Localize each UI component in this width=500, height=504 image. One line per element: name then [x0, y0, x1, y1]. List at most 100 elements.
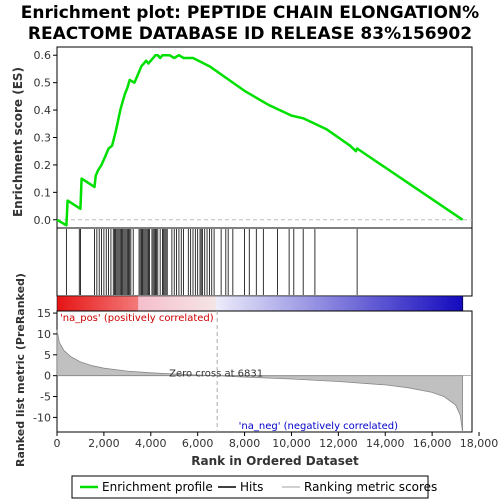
color-bar-segment [330, 296, 335, 311]
color-bar-segment [364, 296, 369, 311]
color-bar-segment [121, 296, 126, 311]
color-bar-segment [398, 296, 403, 311]
color-bar-segment [104, 296, 109, 311]
color-bar-segment [198, 296, 203, 311]
x-tick-label: 8,000 [229, 437, 261, 450]
color-bar-segment [422, 296, 426, 311]
color-bar-segment [236, 296, 241, 311]
color-bar-segment [445, 296, 450, 311]
legend: Enrichment profile Hits Ranking metric sco… [71, 475, 437, 499]
color-bar-segment [300, 296, 305, 311]
color-bar-segment [77, 296, 82, 311]
chart-title-line-2: REACTOME DATABASE ID RELEASE 83%156902 [28, 24, 472, 44]
color-bar-segment [381, 296, 386, 311]
es-y-tick-label: 0.4 [34, 104, 52, 117]
color-bar-segment [327, 296, 332, 311]
x-tick-label: 18,000 [460, 437, 499, 450]
color-bar-segment [226, 296, 230, 311]
es-y-tick-label: 0.5 [34, 77, 52, 90]
color-bar-segment [320, 296, 325, 311]
x-tick-label: 4,000 [135, 437, 167, 450]
color-bar-segment [178, 296, 183, 311]
color-bar-segment [347, 296, 352, 311]
rank-color-bar [56, 295, 464, 312]
negative-label: 'na_neg' (negatively correlated) [239, 421, 398, 432]
color-bar-segment [438, 296, 443, 311]
color-bar-segment [425, 296, 430, 311]
color-bar-segment [232, 296, 237, 311]
color-bar-segment [395, 296, 399, 311]
color-bar-segment [411, 296, 416, 311]
color-bar-segment [351, 296, 355, 311]
color-bar-segment [138, 296, 143, 311]
color-bar-segment [87, 296, 92, 311]
color-bar-segment [263, 296, 268, 311]
color-bar-segment [290, 296, 295, 311]
color-bar-segment [205, 296, 210, 311]
color-bar-segment [80, 296, 85, 311]
ranked-y-axis-label: Ranked list metric (PreRanked) [14, 273, 27, 467]
color-bar-segment [73, 296, 78, 311]
enrichment-profile-line [56, 53, 464, 227]
color-bar-segment [253, 296, 257, 311]
color-bar-segment [175, 296, 180, 311]
es-panel: 0.0 0.1 0.2 0.3 0.4 0.5 0.6 [34, 46, 473, 229]
color-bar-segment [127, 296, 132, 311]
color-bar-segment [367, 296, 372, 311]
color-bar-segment [388, 296, 393, 311]
color-bar-segment [405, 296, 410, 311]
color-bar-segment [307, 296, 312, 311]
color-bar-segment [165, 296, 170, 311]
color-bar-segment [209, 296, 213, 311]
color-bar-segment [107, 296, 112, 311]
ranked-y-tick-label: -10 [33, 411, 51, 424]
x-tick-label: 14,000 [366, 437, 405, 450]
color-bar-segment [212, 296, 217, 311]
color-bar-segment [100, 296, 105, 311]
color-bar-segment [371, 296, 376, 311]
color-bar-segment [185, 296, 190, 311]
color-bar-segment [219, 296, 224, 311]
color-bar-segment [391, 296, 396, 311]
color-bar-segment [293, 296, 298, 311]
color-bar-segment [239, 296, 244, 311]
color-bar-segment [310, 296, 315, 311]
color-bar-segment [259, 296, 264, 311]
color-bar-segment [324, 296, 328, 311]
es-y-tick-label: 0.3 [34, 132, 52, 145]
x-axis: 0 2,000 4,000 6,000 8,000 10,000 12,000 14,000 1… [54, 432, 499, 450]
color-bar-segment [192, 296, 197, 311]
color-bar-segment [222, 296, 227, 311]
color-bar-segment [459, 296, 464, 311]
color-bar-segment [357, 296, 362, 311]
ranked-y-tick-label: -5 [40, 391, 51, 404]
color-bar-segment [283, 296, 288, 311]
color-bar-segment [155, 296, 159, 311]
color-bar-segment [452, 296, 457, 311]
color-bar-segment [286, 296, 291, 311]
color-bar-segment [256, 296, 261, 311]
color-bar-segment [313, 296, 318, 311]
legend-item-label: Ranking metric scores [304, 480, 437, 494]
color-bar-segment [158, 296, 163, 311]
color-bar-segment [249, 296, 254, 311]
color-bar-segment [408, 296, 413, 311]
color-bar-segment [242, 296, 247, 311]
color-bar-segment [148, 296, 153, 311]
color-bar-segment [131, 296, 136, 311]
ranked-y-tick-label: 5 [44, 349, 51, 362]
color-bar-segment [317, 296, 322, 311]
color-bar-segment [384, 296, 389, 311]
color-bar-segment [188, 296, 193, 311]
color-bar-segment [195, 296, 200, 311]
color-bar-segment [202, 296, 207, 311]
x-tick-label: 12,000 [319, 437, 358, 450]
color-bar-segment [70, 296, 75, 311]
legend-frame [71, 475, 429, 499]
color-bar-segment [273, 296, 278, 311]
color-bar-segment [161, 296, 166, 311]
color-bar-segment [117, 296, 122, 311]
color-bar-segment [418, 296, 423, 311]
color-bar-segment [296, 296, 301, 311]
